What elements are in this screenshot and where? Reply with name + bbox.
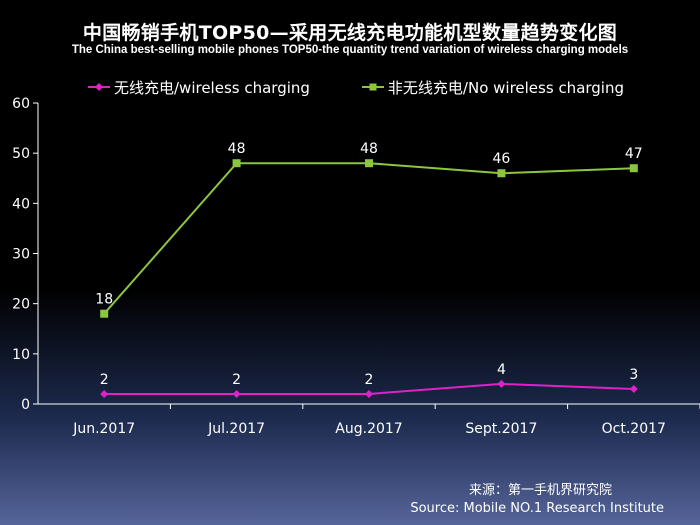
data-label: 2 <box>100 372 109 388</box>
y-tick-label: 10 <box>12 347 30 363</box>
x-tick-label: Aug.2017 <box>335 421 402 437</box>
data-point <box>497 379 506 388</box>
series-line-1 <box>103 162 634 315</box>
y-tick-label: 0 <box>21 397 30 413</box>
data-point <box>232 159 241 168</box>
data-point <box>232 389 241 398</box>
data-point <box>629 164 638 173</box>
y-tick-label: 30 <box>12 247 30 263</box>
legend-swatch-wireless <box>88 83 110 91</box>
data-label: 48 <box>228 141 246 157</box>
y-tick-label: 60 <box>12 96 30 112</box>
y-tick-label: 50 <box>12 146 30 162</box>
data-label: 18 <box>95 292 113 308</box>
data-point <box>497 169 506 178</box>
x-tick-label: Oct.2017 <box>602 421 666 437</box>
data-point <box>629 384 638 393</box>
data-label: 3 <box>629 367 638 383</box>
source-en: Source: Mobile NO.1 Research Institute <box>410 501 664 516</box>
legend-item-no-wireless: 非无线充电/No wireless charging <box>361 77 625 98</box>
x-tick-label: Jun.2017 <box>72 421 135 437</box>
source-note: 来源：第一手机界研究院 Source: Mobile NO.1 Research… <box>410 482 664 518</box>
legend-label-wireless: 无线充电/wireless charging <box>114 78 310 97</box>
y-tick-label: 20 <box>12 297 30 313</box>
data-point <box>365 389 373 398</box>
data-point <box>100 309 109 318</box>
y-tick-label: 40 <box>12 196 30 212</box>
legend-item-wireless: 无线充电/wireless charging <box>88 77 310 98</box>
data-label: 2 <box>365 372 374 388</box>
data-label: 46 <box>492 151 510 167</box>
data-label: 47 <box>625 146 643 162</box>
chart-title: 中国畅销手机TOP50—采用无线充电功能机型数量趋势变化图 <box>82 22 618 44</box>
data-label: 4 <box>497 362 506 378</box>
data-label: 48 <box>360 141 378 157</box>
data-label: 2 <box>232 372 241 388</box>
legend-swatch-no-wireless <box>361 83 384 91</box>
chart-legend: 无线充电/wireless charging 非无线充电/No wireless… <box>88 76 676 98</box>
x-tick-label: Jul.2017 <box>207 421 265 437</box>
data-point <box>365 159 373 168</box>
source-cn: 来源：第一手机界研究院 <box>468 483 612 498</box>
legend-label-no-wireless: 非无线充电/No wireless charging <box>387 78 625 97</box>
chart-subtitle: The China best-selling mobile phones TOP… <box>71 44 629 56</box>
x-tick-label: Sept.2017 <box>465 421 537 437</box>
data-point <box>100 389 109 398</box>
